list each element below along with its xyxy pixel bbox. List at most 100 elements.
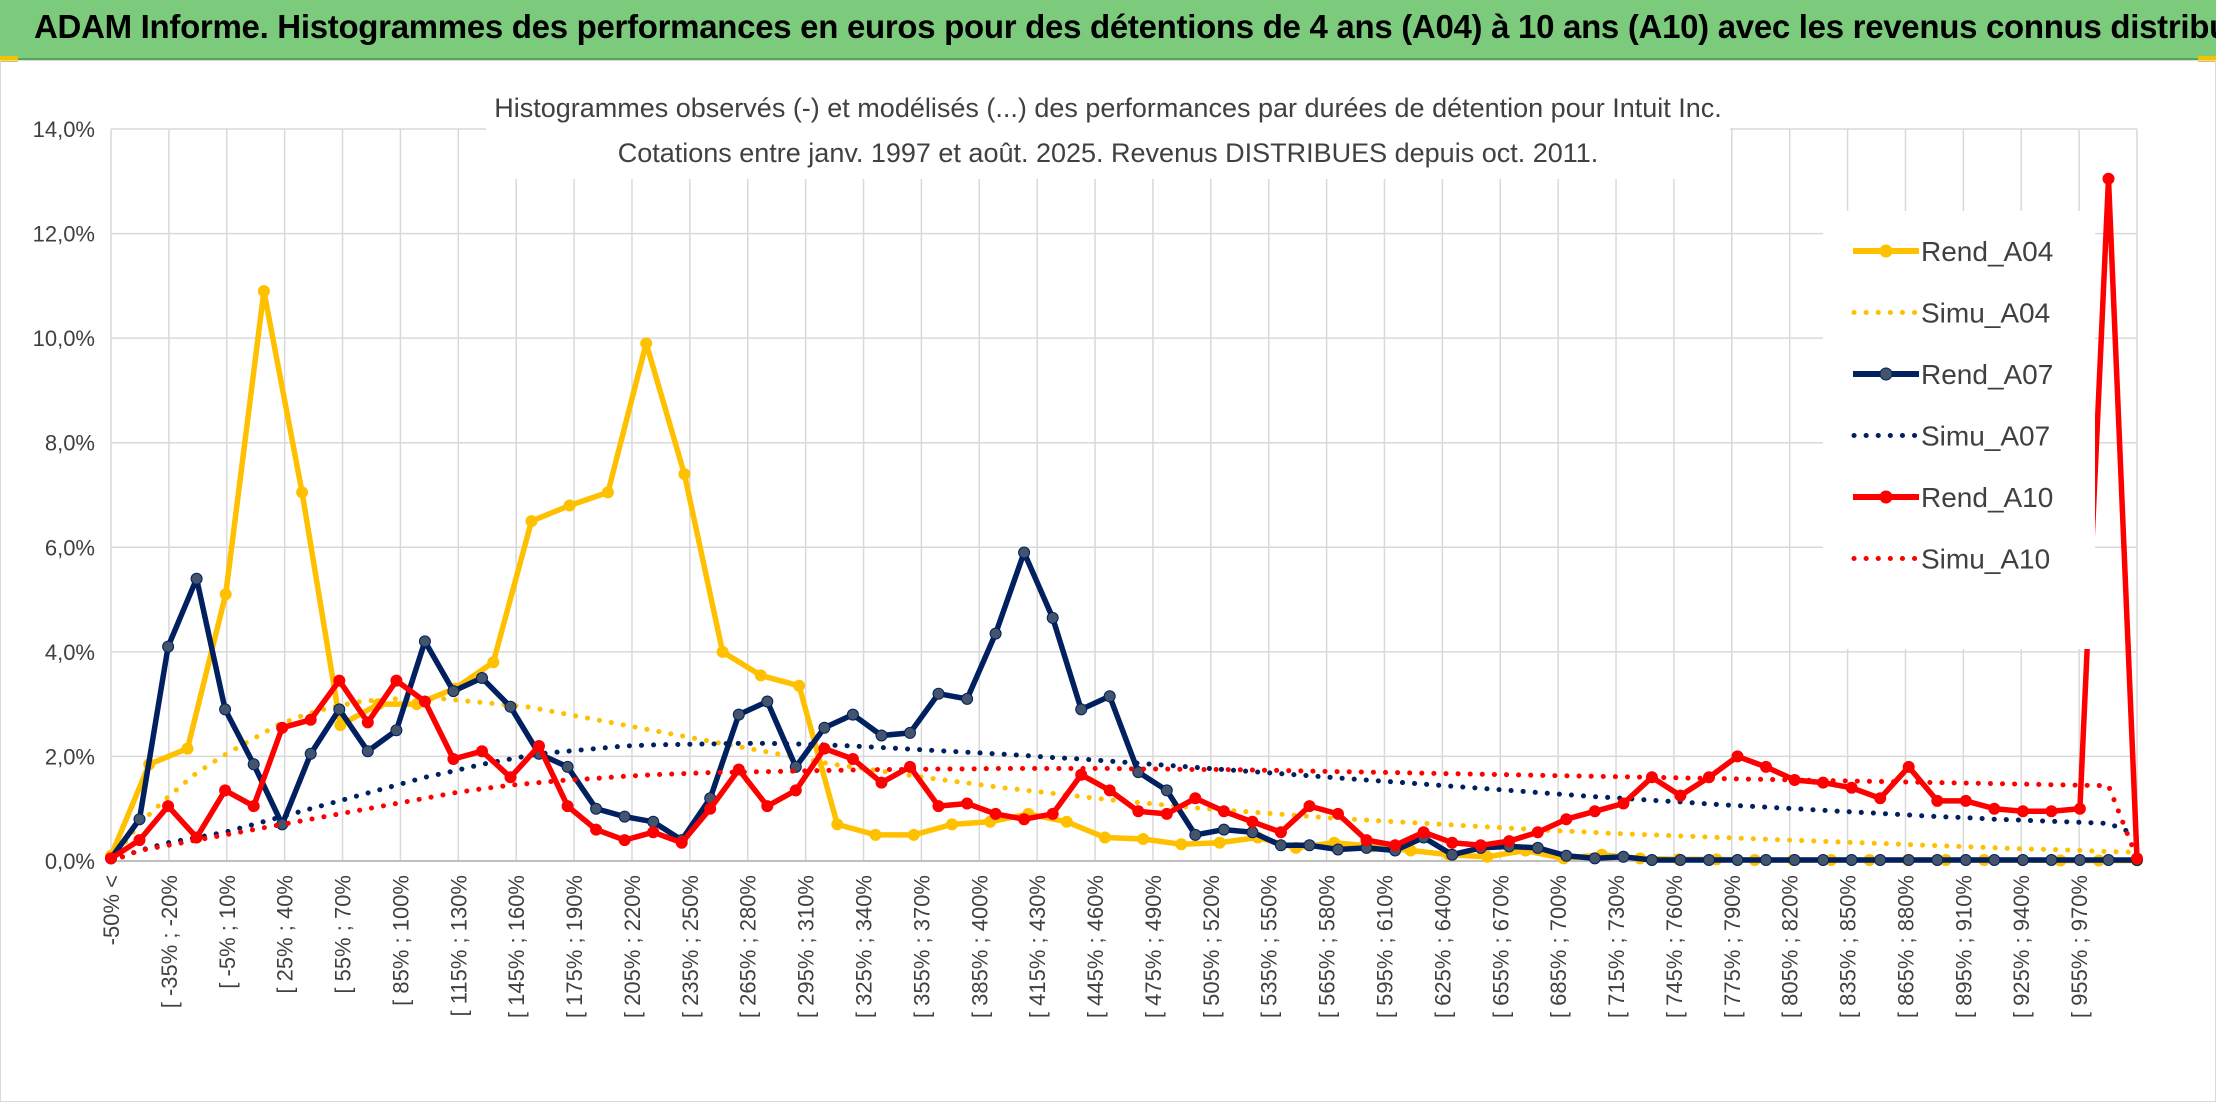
series-rend-a04-point <box>1137 833 1150 845</box>
series-rend-a10-point <box>333 674 346 687</box>
series-rend-a07-point <box>1531 841 1544 854</box>
series-rend-a10-point <box>704 802 717 815</box>
series-rend-a10-point <box>1303 800 1316 813</box>
series-rend-a10-point <box>133 834 146 847</box>
series-rend-a10-point <box>162 800 175 813</box>
series-rend-a07-point <box>1274 839 1287 852</box>
series-rend-a10-point <box>590 823 603 836</box>
x-tick-label: [ 475% ; 490% <box>1141 875 1166 1018</box>
series-rend-a07-point <box>304 747 317 760</box>
series-rend-a04-point <box>869 828 882 841</box>
series-rend-a10-point <box>304 713 317 726</box>
series-rend-a07-point <box>732 708 745 721</box>
series-rend-a10-point <box>1103 784 1116 797</box>
series-rend-a10-point <box>1446 836 1459 849</box>
report-title: ADAM Informe. Histogrammes des performan… <box>34 8 2216 45</box>
series-rend-a07-point <box>1703 854 1715 866</box>
series-rend-a07-point <box>875 729 888 742</box>
series-rend-a04-point <box>487 656 500 669</box>
series-rend-a07-point <box>247 758 260 771</box>
y-tick-label: 12,0% <box>33 222 95 247</box>
series-rend-a10-point <box>1531 826 1544 839</box>
series-rend-a10-point <box>1160 807 1173 820</box>
series-rend-a10-point <box>1731 750 1744 763</box>
x-tick-label: [ 925% ; 940% <box>2009 875 2034 1018</box>
x-tick-label: [ 595% ; 610% <box>1372 875 1397 1018</box>
series-rend-a04-point <box>754 669 767 682</box>
legend-marker-rend-a07 <box>1879 367 1893 381</box>
series-rend-a07-point <box>361 745 374 758</box>
x-tick-label: [ -5% ; 10% <box>215 875 240 989</box>
series-rend-a04-point <box>678 468 691 481</box>
series-rend-a10-point <box>361 716 374 729</box>
chart-subtitle: Cotations entre janv. 1997 et août. 2025… <box>618 138 1599 168</box>
x-tick-label: [ 955% ; 970% <box>2067 875 2092 1018</box>
series-rend-a04-point <box>1060 815 1073 828</box>
series-rend-a07-point <box>162 640 175 653</box>
series-rend-a10-point <box>1674 789 1687 802</box>
series-rend-a10-point <box>732 763 745 776</box>
series-rend-a07-point <box>1988 854 2001 866</box>
series-rend-a07-point <box>1075 703 1088 716</box>
series-rend-a10-point <box>1389 839 1402 852</box>
series-rend-a04-point <box>1481 850 1494 863</box>
series-rend-a10-point <box>247 800 260 813</box>
series-rend-a07-point <box>1731 854 1744 866</box>
chart-area: 0,0% 2,0% 4,0% 6,0% 8,0% 10,0% 12,0% 14,0% -50% … <box>0 60 2216 1102</box>
series-rend-a04-point <box>793 679 806 692</box>
series-rend-a07-point <box>447 685 460 698</box>
x-tick-label: [ 265% ; 280% <box>736 875 761 1018</box>
legend-label-rend-a07: Rend_A07 <box>1921 359 2053 390</box>
series-rend-a10-point <box>761 800 774 813</box>
series-rend-a10-point <box>1132 805 1145 818</box>
series-rend-a07-point <box>1931 854 1944 866</box>
series-rend-a10-point <box>1760 760 1772 773</box>
series-rend-a07-point <box>2102 854 2115 866</box>
x-tick-label: [ 685% ; 700% <box>1546 875 1571 1018</box>
series-rend-a10-point <box>789 784 802 797</box>
series-rend-a04-point <box>563 499 576 512</box>
series-rend-a10-point <box>1474 839 1487 852</box>
x-tick-label: [ 715% ; 730% <box>1604 875 1629 1018</box>
x-tick-label: -50% < <box>99 875 124 945</box>
series-rend-a10-point <box>1959 794 1972 807</box>
series-rend-a10-point <box>1588 805 1601 818</box>
series-rend-a07-point <box>1674 854 1687 866</box>
series-rend-a04-point <box>257 285 270 298</box>
series-rend-a10-point <box>961 797 974 810</box>
series-rend-a07-point <box>190 572 203 585</box>
series-rend-a10-point <box>647 826 660 839</box>
series-rend-a10-point <box>2016 805 2029 818</box>
series-rend-a07-point <box>1446 848 1459 861</box>
series-rend-a07-point <box>961 692 974 705</box>
series-rend-a10-point <box>1075 768 1088 781</box>
x-tick-label: [ 145% ; 160% <box>504 875 529 1018</box>
y-tick-label: 10,0% <box>33 326 95 351</box>
x-tick-label: [ 295% ; 310% <box>794 875 819 1018</box>
series-rend-a04-point <box>1098 831 1111 844</box>
series-rend-a04-point <box>181 742 194 755</box>
legend-marker-rend-a04 <box>1879 244 1893 258</box>
series-rend-a07-point <box>1588 852 1601 865</box>
series-rend-a10-point <box>1189 792 1202 805</box>
legend-box <box>1823 211 2095 649</box>
series-rend-a10-point <box>418 695 431 708</box>
series-rend-a10-point <box>1503 835 1516 848</box>
x-tick-label: [ 85% ; 100% <box>388 875 413 1006</box>
x-tick-label: [ 55% ; 70% <box>331 875 356 994</box>
legend-label-simu-a07: Simu_A07 <box>1921 421 2050 452</box>
series-rend-a07-point <box>1046 611 1059 624</box>
series-rend-a10-point <box>846 753 859 765</box>
series-rend-a10-point <box>1046 807 1059 820</box>
series-rend-a07-point <box>904 726 916 739</box>
series-rend-a10-point <box>1560 813 1573 826</box>
series-rend-a04-point <box>296 486 309 499</box>
series-rend-a04-point <box>601 486 614 499</box>
series-rend-a04-point <box>1175 838 1188 851</box>
chart-title: Histogrammes observés (-) et modélisés (… <box>494 93 1722 123</box>
x-tick-label: [ 805% ; 820% <box>1778 875 1803 1018</box>
y-tick-label: 8,0% <box>45 431 95 456</box>
y-tick-label: 6,0% <box>45 535 95 560</box>
x-tick-label: [ 745% ; 760% <box>1662 875 1687 1018</box>
series-rend-a07-point <box>2016 854 2029 866</box>
